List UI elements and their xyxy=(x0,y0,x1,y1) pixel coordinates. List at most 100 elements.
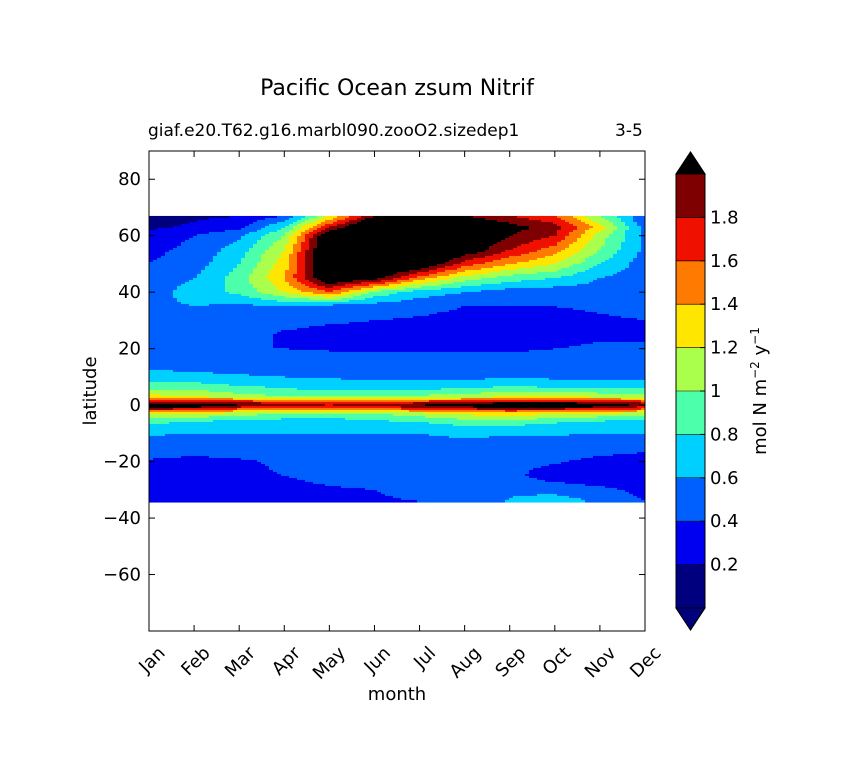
heatmap-cell xyxy=(193,431,198,435)
heatmap-cell xyxy=(269,397,274,401)
heatmap-cell xyxy=(153,341,158,345)
heatmap-cell xyxy=(181,411,186,415)
heatmap-cell xyxy=(201,329,206,333)
heatmap-cell xyxy=(237,421,242,425)
heatmap-cell xyxy=(197,381,202,385)
heatmap-cell xyxy=(153,419,158,423)
heatmap-cell xyxy=(197,405,202,409)
heatmap-cell xyxy=(177,379,182,383)
heatmap-cell xyxy=(213,229,218,233)
heatmap-cell xyxy=(273,431,278,435)
heatmap-cell xyxy=(221,477,226,481)
heatmap-cell xyxy=(257,353,262,357)
heatmap-cell xyxy=(181,223,186,227)
heatmap-cell xyxy=(161,241,166,245)
heatmap-cell xyxy=(241,353,246,357)
heatmap-cell xyxy=(157,217,162,221)
heatmap-cell xyxy=(181,495,186,499)
heatmap-cell xyxy=(245,473,250,477)
heatmap-cell xyxy=(149,323,154,327)
heatmap-cell xyxy=(257,255,262,259)
heatmap-cell xyxy=(229,497,234,501)
heatmap-cell xyxy=(201,355,206,359)
heatmap-cell xyxy=(165,249,170,253)
heatmap-cell xyxy=(269,435,274,439)
heatmap-cell xyxy=(261,319,266,323)
heatmap-cell xyxy=(169,413,174,417)
heatmap-cell xyxy=(181,261,186,265)
heatmap-cell xyxy=(169,355,174,359)
heatmap-cell xyxy=(217,297,222,301)
heatmap-cell xyxy=(149,227,154,231)
heatmap-cell xyxy=(185,497,190,501)
heatmap-cell xyxy=(157,415,162,419)
heatmap-cell xyxy=(201,369,206,373)
heatmap-cell xyxy=(253,483,258,487)
heatmap-cell xyxy=(205,353,210,357)
heatmap-cell xyxy=(285,255,290,259)
heatmap-cell xyxy=(189,323,194,327)
heatmap-cell xyxy=(257,295,262,299)
heatmap-cell xyxy=(197,389,202,393)
heatmap-cell xyxy=(245,361,250,365)
heatmap-cell xyxy=(165,405,170,409)
heatmap-cell xyxy=(193,399,198,403)
heatmap-cell xyxy=(157,295,162,299)
heatmap-cell xyxy=(273,367,278,371)
heatmap-cell xyxy=(285,221,290,225)
heatmap-cell xyxy=(153,317,158,321)
heatmap-cell xyxy=(281,443,286,447)
heatmap-cell xyxy=(257,367,262,371)
heatmap-cell xyxy=(189,339,194,343)
heatmap-cell xyxy=(181,413,186,417)
heatmap-cell xyxy=(205,259,210,263)
heatmap-cell xyxy=(161,317,166,321)
heatmap-cell xyxy=(149,357,154,361)
heatmap-cell xyxy=(165,231,170,235)
heatmap-cell xyxy=(221,295,226,299)
heatmap-cell xyxy=(217,403,222,407)
heatmap-cell xyxy=(173,493,178,497)
heatmap-cell xyxy=(193,297,198,301)
heatmap-cell xyxy=(273,289,278,293)
heatmap-cell xyxy=(273,445,278,449)
heatmap-cell xyxy=(193,491,198,495)
heatmap-cell xyxy=(253,447,258,451)
heatmap-cell xyxy=(253,269,258,273)
heatmap-cell xyxy=(237,257,242,261)
heatmap-cell xyxy=(261,315,266,319)
heatmap-cell xyxy=(153,479,158,483)
heatmap-cell xyxy=(237,423,242,427)
heatmap-cell xyxy=(197,413,202,417)
heatmap-cell xyxy=(233,349,238,353)
heatmap-cell xyxy=(193,383,198,387)
heatmap-cell xyxy=(245,433,250,437)
heatmap-cell xyxy=(189,427,194,431)
heatmap-cell xyxy=(241,415,246,419)
heatmap-cell xyxy=(261,331,266,335)
heatmap-cell xyxy=(261,323,266,327)
heatmap-cell xyxy=(229,303,234,307)
heatmap-cell xyxy=(193,433,198,437)
heatmap-cell xyxy=(181,241,186,245)
heatmap-cell xyxy=(165,483,170,487)
heatmap-cell xyxy=(261,481,266,485)
heatmap-cell xyxy=(153,241,158,245)
heatmap-cell xyxy=(209,387,214,391)
heatmap-cell xyxy=(165,401,170,405)
heatmap-cell xyxy=(225,321,230,325)
heatmap-cell xyxy=(221,369,226,373)
heatmap-cell xyxy=(189,431,194,435)
heatmap-cell xyxy=(249,245,254,249)
heatmap-cell xyxy=(217,311,222,315)
heatmap-cell xyxy=(181,357,186,361)
heatmap-cell xyxy=(253,491,258,495)
heatmap-cell xyxy=(241,413,246,417)
heatmap-cell xyxy=(221,389,226,393)
heatmap-cell xyxy=(237,239,242,243)
heatmap-cell xyxy=(245,413,250,417)
heatmap-cell xyxy=(173,227,178,231)
heatmap-cell xyxy=(177,363,182,367)
heatmap-cell xyxy=(209,277,214,281)
heatmap-cell xyxy=(205,377,210,381)
